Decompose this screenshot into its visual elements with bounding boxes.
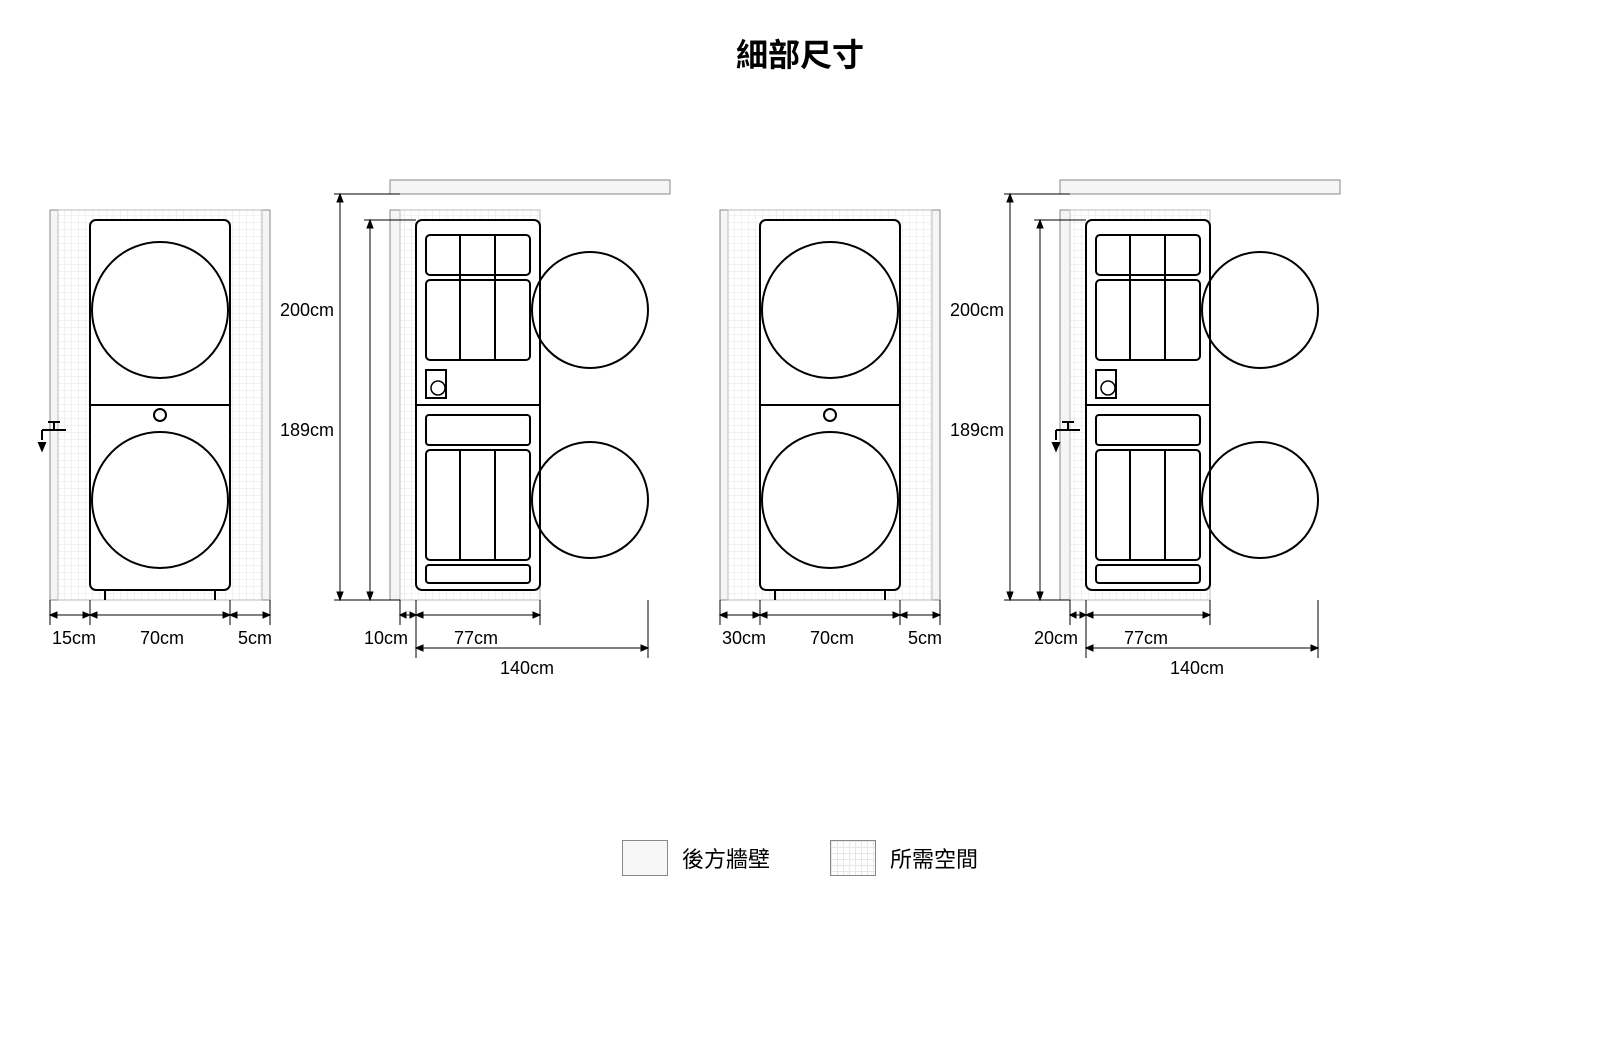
dim-right: 5cm — [238, 628, 272, 649]
side-view-icon — [320, 180, 670, 700]
dim-h-inner: 189cm — [280, 420, 334, 441]
legend: 後方牆壁 所需空間 — [0, 840, 1600, 876]
side-view-icon — [990, 180, 1340, 700]
dim-swing: 140cm — [500, 658, 554, 679]
dim-h-inner: 189cm — [950, 420, 1004, 441]
legend-space-label: 所需空間 — [890, 842, 978, 874]
dim-depth: 77cm — [454, 628, 498, 649]
front-view-icon — [720, 180, 940, 700]
front-view-icon — [50, 180, 270, 700]
door-swing-icon — [1202, 442, 1318, 558]
diagram-title: 細部尺寸 — [0, 30, 1600, 76]
door-swing-icon — [532, 442, 648, 558]
diagram-stage: 15cm 70cm 5cm — [0, 180, 1600, 700]
panel-b-side: 200cm 189cm 20cm 77cm 140cm — [990, 180, 1340, 700]
dim-left: 30cm — [722, 628, 766, 649]
dim-left: 15cm — [52, 628, 96, 649]
dim-unit: 70cm — [810, 628, 854, 649]
grid-swatch-icon — [830, 840, 876, 876]
door-swing-icon — [532, 252, 648, 368]
legend-wall-label: 後方牆壁 — [682, 842, 770, 874]
dim-swing: 140cm — [1170, 658, 1224, 679]
dim-h-outer: 200cm — [280, 300, 334, 321]
dim-back: 20cm — [1034, 628, 1078, 649]
panel-a-front: 15cm 70cm 5cm — [50, 180, 270, 700]
dim-h-outer: 200cm — [950, 300, 1004, 321]
dim-depth: 77cm — [1124, 628, 1168, 649]
wall-swatch-icon — [622, 840, 668, 876]
dim-back: 10cm — [364, 628, 408, 649]
panel-a-side: 200cm 189cm 10cm 77cm 140cm — [320, 180, 670, 700]
legend-space: 所需空間 — [830, 840, 978, 876]
dim-right: 5cm — [908, 628, 942, 649]
legend-wall: 後方牆壁 — [622, 840, 770, 876]
dim-unit: 70cm — [140, 628, 184, 649]
door-swing-icon — [1202, 252, 1318, 368]
panel-b-front: 30cm 70cm 5cm — [720, 180, 940, 700]
